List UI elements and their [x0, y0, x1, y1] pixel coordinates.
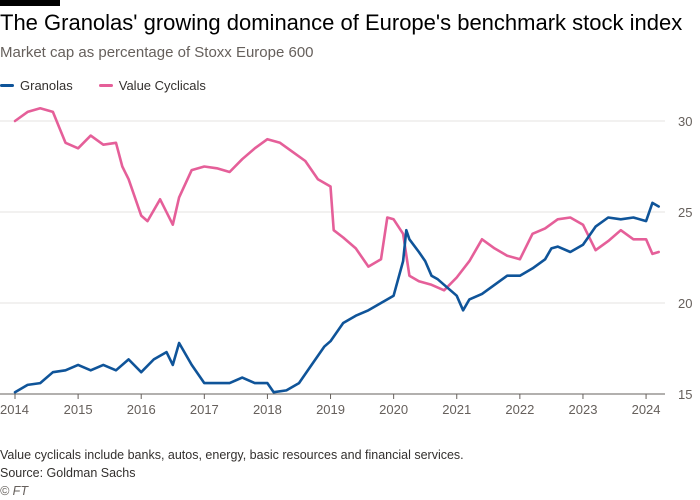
x-tick-label-2017: 2017: [190, 402, 219, 417]
chart-subtitle: Market cap as percentage of Stoxx Europe…: [0, 44, 314, 61]
legend-label-granolas: Granolas: [20, 78, 73, 93]
legend-item-value-cyclicals: Value Cyclicals: [98, 78, 206, 93]
y-tick-label-15: 15: [678, 387, 692, 402]
ft-credit: © FT: [0, 484, 28, 498]
x-tick-label-2024: 2024: [632, 402, 661, 417]
y-tick-label-20: 20: [678, 296, 692, 311]
x-tick-label-2019: 2019: [316, 402, 345, 417]
x-tick-label-2018: 2018: [253, 402, 282, 417]
series-line-value-cyclicals: [13, 107, 660, 292]
legend-label-value-cyclicals: Value Cyclicals: [118, 78, 206, 93]
chart-title: The Granolas' growing dominance of Europ…: [0, 10, 683, 35]
x-tick-label-2016: 2016: [127, 402, 156, 417]
legend-swatch-value-cyclicals: [98, 84, 113, 87]
x-tick-label-2020: 2020: [379, 402, 408, 417]
series-line-granolas: [13, 201, 660, 394]
y-tick-label-25: 25: [678, 205, 692, 220]
x-tick-label-2021: 2021: [442, 402, 471, 417]
legend-swatch-granolas: [0, 84, 14, 87]
legend: Granolas Value Cyclicals: [0, 78, 206, 93]
x-tick-label-2023: 2023: [569, 402, 598, 417]
x-tick-label-2014: 2014: [0, 402, 29, 417]
ft-top-bar: [0, 0, 60, 6]
legend-item-granolas: Granolas: [0, 78, 73, 93]
x-tick-label-2015: 2015: [64, 402, 93, 417]
footnote-note: Value cyclicals include banks, autos, en…: [0, 448, 464, 462]
footnote-source: Source: Goldman Sachs: [0, 466, 136, 480]
x-tick-label-2022: 2022: [505, 402, 534, 417]
y-tick-label-30: 30: [678, 114, 692, 129]
